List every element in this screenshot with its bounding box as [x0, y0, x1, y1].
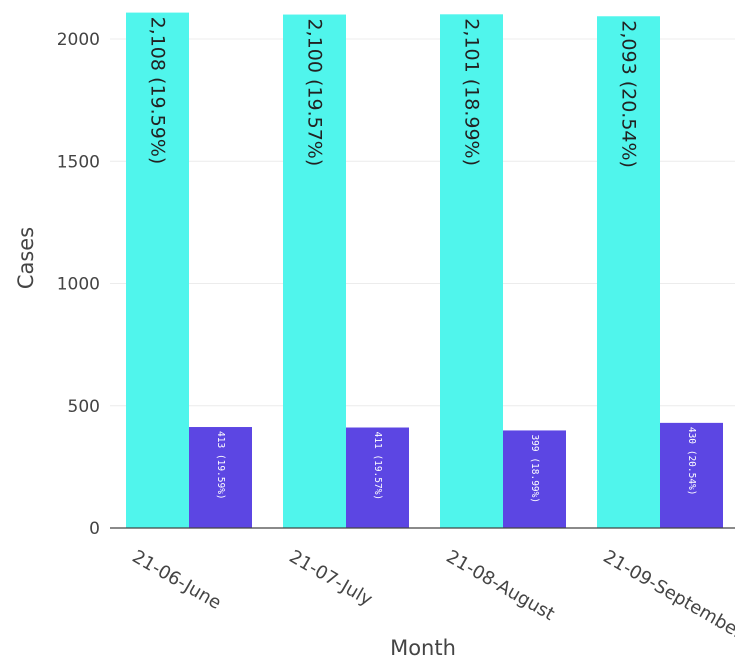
y-tick-label: 2000: [57, 30, 100, 50]
bar: [660, 422, 723, 528]
x-tick-label: 21-08-August: [443, 546, 559, 625]
y-tick-label: 0: [89, 519, 100, 539]
bar-value-label: 2,108 (19.59%): [147, 17, 169, 165]
bar-value-label: 2,093 (20.54%): [618, 20, 640, 168]
bars: [126, 12, 723, 529]
bar: [189, 427, 252, 528]
bar: [346, 427, 409, 528]
bar-value-label: 2,101 (18.99%): [461, 18, 483, 166]
y-tick-label: 500: [68, 397, 100, 417]
x-axis-ticks: 21-06-June 21-07-July 21-08-August 21-09-Se…: [129, 546, 735, 644]
y-axis-ticks: 0 500 1000 1500 2000: [57, 30, 100, 539]
bar: [597, 16, 660, 528]
y-tick-label: 1000: [57, 275, 100, 295]
y-tick-label: 1500: [57, 152, 100, 172]
bar-value-label: 430 (20.54%): [686, 427, 697, 496]
bar-labels: 2,108 (19.59%) 413 (19.59%) 2,100 (19.57%)…: [147, 17, 698, 503]
bar-value-label: 411 (19.57%): [372, 432, 383, 501]
bar: [126, 12, 189, 529]
y-axis-title: Cases: [14, 227, 38, 289]
x-tick-label: 21-06-June: [129, 546, 225, 614]
bar-value-label: 413 (19.59%): [215, 431, 226, 500]
bar-value-label: 2,100 (19.57%): [304, 19, 326, 167]
bar: [503, 430, 566, 528]
bar-value-label: 399 (18.99%): [529, 434, 540, 503]
x-axis-title: Month: [390, 636, 456, 660]
bar: [440, 14, 503, 529]
bar: [283, 14, 346, 529]
x-tick-label: 21-09-September: [600, 546, 735, 644]
x-tick-label: 21-07-July: [286, 546, 377, 610]
